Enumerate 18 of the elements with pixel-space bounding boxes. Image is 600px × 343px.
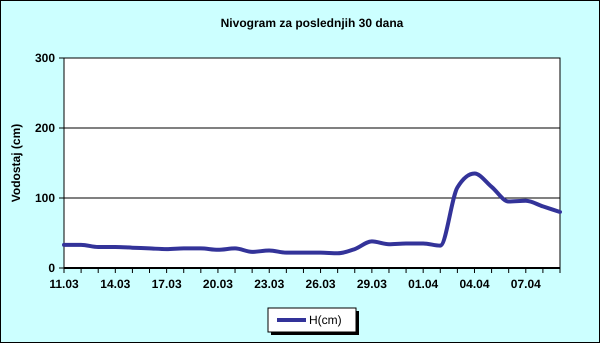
x-tick-label: 17.03 xyxy=(152,277,182,291)
y-tick-label: 200 xyxy=(34,121,56,136)
line-series xyxy=(62,172,562,256)
legend-label: H(cm) xyxy=(309,313,342,327)
y-tick-label: 100 xyxy=(34,191,56,206)
x-tick-label: 11.03 xyxy=(49,277,80,291)
y-axis-title: Vodostaj (cm) xyxy=(9,124,23,202)
x-tick-label: 01.04 xyxy=(408,277,439,291)
x-tick-label: 23.03 xyxy=(254,277,285,291)
chart-title: Nivogram za poslednjih 30 dana xyxy=(220,16,404,30)
x-tick-label: 07.04 xyxy=(510,277,542,291)
y-tick-label: 0 xyxy=(48,261,56,276)
x-tick-label: 20.03 xyxy=(202,277,234,291)
y-tick-label: 300 xyxy=(34,51,56,66)
x-tick-label: 29.03 xyxy=(356,277,388,291)
x-tick-label: 14.03 xyxy=(100,277,131,291)
x-tick-label: 26.03 xyxy=(306,277,336,291)
x-tick-label: 04.04 xyxy=(459,277,490,291)
